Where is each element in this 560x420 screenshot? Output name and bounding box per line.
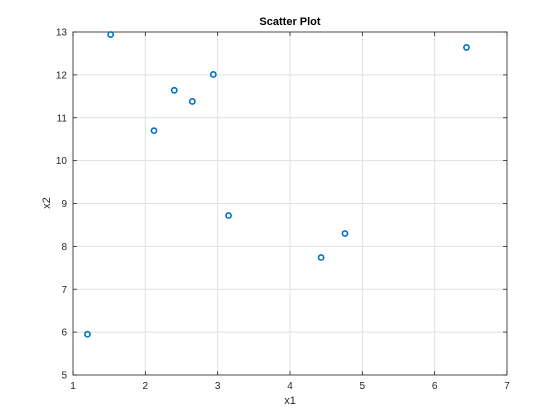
- data-point: [188, 98, 196, 105]
- x-tick-label: 6: [432, 381, 438, 392]
- x-tick-label: 2: [143, 381, 149, 392]
- x-tick-label: 4: [287, 381, 293, 392]
- data-point: [317, 254, 325, 261]
- chart-title: Scatter Plot: [259, 16, 320, 28]
- y-axis-ticks: 5 6 7 8 9 10 11 12 13: [56, 28, 507, 382]
- data-point: [170, 86, 178, 94]
- data-points: [84, 31, 470, 338]
- y-tick-label: 13: [56, 28, 68, 39]
- data-point: [84, 330, 91, 338]
- data-point: [107, 31, 115, 38]
- y-tick-label: 8: [61, 242, 67, 253]
- x-axis-ticks: 1 2 3 4 5 6 7: [70, 32, 510, 392]
- x-tick-label: 7: [504, 381, 510, 392]
- data-point: [463, 44, 470, 51]
- y-tick-label: 9: [61, 199, 67, 210]
- y-axis-label: x2: [41, 197, 53, 209]
- y-tick-label: 10: [56, 156, 68, 167]
- x-axis-label: x1: [284, 395, 296, 407]
- data-point: [150, 127, 158, 135]
- y-tick-label: 5: [61, 371, 67, 382]
- x-tick-label: 5: [360, 381, 366, 392]
- data-point: [341, 230, 349, 237]
- data-point: [225, 212, 232, 219]
- y-tick-label: 11: [57, 113, 68, 124]
- y-tick-label: 12: [56, 70, 68, 81]
- x-tick-label: 3: [215, 381, 221, 392]
- data-point: [209, 71, 217, 78]
- y-tick-label: 7: [61, 285, 67, 296]
- x-tick-label: 1: [70, 381, 76, 392]
- y-tick-label: 6: [61, 328, 67, 339]
